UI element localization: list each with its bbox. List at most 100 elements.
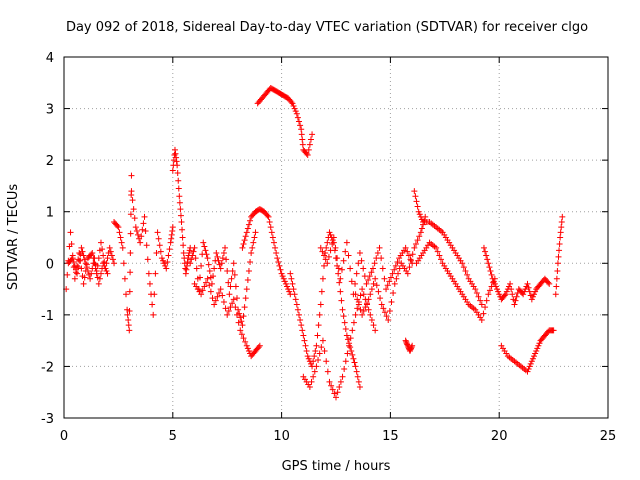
grid-lines xyxy=(64,57,608,418)
data-point-arc11 xyxy=(337,378,344,385)
data-point-arc5 xyxy=(184,258,191,265)
y-tick-label: -1 xyxy=(41,309,54,324)
data-point-arc7 xyxy=(217,286,224,293)
data-point-arc10 xyxy=(322,249,329,256)
data-point-arc17 xyxy=(513,293,520,300)
data-point-arc12 xyxy=(368,269,375,276)
data-point-arc4 xyxy=(150,311,157,318)
data-point-arc17 xyxy=(492,283,499,290)
data-point-arc8 xyxy=(281,278,288,285)
data-point-arc8 xyxy=(266,219,273,226)
data-point-arc6 xyxy=(215,257,222,264)
data-point-arc9 xyxy=(307,136,314,143)
data-point-arc3 xyxy=(126,327,133,334)
data-point-arc2 xyxy=(69,255,76,262)
data-point-arc17 xyxy=(529,293,536,300)
y-tick-label: 3 xyxy=(46,103,54,118)
data-point-arc12 xyxy=(371,260,378,267)
data-point-arc6 xyxy=(248,249,255,256)
data-point-arc4 xyxy=(168,235,175,242)
data-point-arc17 xyxy=(488,271,495,278)
data-point-arc10 xyxy=(302,342,309,349)
data-point-arc13 xyxy=(383,313,390,320)
data-point-arc5 xyxy=(177,212,184,219)
data-point-arc1 xyxy=(89,249,96,256)
data-point-arc5 xyxy=(169,167,176,174)
data-point-arc17 xyxy=(485,260,492,267)
data-point-arc8 xyxy=(272,244,279,251)
data-point-arc9 xyxy=(298,131,305,138)
data-point-arc19 xyxy=(556,247,563,254)
data-point-arc10 xyxy=(312,347,319,354)
data-point-arc6 xyxy=(232,283,239,290)
data-point-arc10 xyxy=(338,297,345,304)
data-point-arc3 xyxy=(127,211,134,218)
data-point-arc18 xyxy=(524,368,531,375)
data-point-arc3 xyxy=(116,229,123,236)
data-point-arc6 xyxy=(217,265,224,272)
data-point-arc2 xyxy=(93,268,100,275)
data-point-arc7 xyxy=(243,342,250,349)
data-point-arc11 xyxy=(365,306,372,313)
data-point-arc2 xyxy=(87,275,94,282)
data-point-arc10 xyxy=(314,332,321,339)
data-point-arc10 xyxy=(343,332,350,339)
data-point-arc9 xyxy=(306,141,313,148)
data-point-arc13 xyxy=(388,298,395,305)
data-point-arc6 xyxy=(208,280,215,287)
data-point-arc1 xyxy=(107,248,114,255)
data-point-arc11 xyxy=(334,389,341,396)
data-point-arc6 xyxy=(193,265,200,272)
data-point-arc17 xyxy=(524,280,531,287)
y-tick-label: 4 xyxy=(46,51,54,66)
data-point-arc3 xyxy=(125,322,132,329)
data-point-arc12 xyxy=(369,265,376,272)
data-point-arc11 xyxy=(316,350,323,357)
data-point-arc12 xyxy=(329,240,336,247)
data-point-arc1 xyxy=(67,229,74,236)
data-point-arc4 xyxy=(138,233,145,240)
data-point-arc10 xyxy=(347,344,354,351)
data-point-arc5 xyxy=(180,242,187,249)
data-point-arc5 xyxy=(176,193,183,200)
data-point-arc17 xyxy=(520,291,527,298)
data-point-arc7 xyxy=(216,289,223,296)
data-point-arc14 xyxy=(408,344,415,351)
data-point-arc3 xyxy=(119,244,126,251)
data-point-arc3 xyxy=(114,222,121,229)
data-point-arc13 xyxy=(354,296,361,303)
data-point-arc18 xyxy=(536,340,543,347)
data-point-arc7 xyxy=(209,295,216,302)
data-point-arc12 xyxy=(347,265,354,272)
data-point-arc12 xyxy=(317,244,324,251)
data-point-arc8 xyxy=(267,224,274,231)
y-tick-label: -2 xyxy=(41,360,54,375)
data-point-arc14 xyxy=(409,342,416,349)
data-point-arc10 xyxy=(349,351,356,358)
data-point-arc6 xyxy=(218,260,225,267)
data-point-arc6 xyxy=(251,234,258,241)
data-point-arc10 xyxy=(337,288,344,295)
x-tick-label: 0 xyxy=(60,429,68,444)
data-point-arc7 xyxy=(240,335,247,342)
data-point-arc13 xyxy=(378,301,385,308)
data-point-arc18 xyxy=(532,350,539,357)
data-point-arc6 xyxy=(206,268,213,275)
data-point-arc14 xyxy=(403,340,410,347)
data-point-arc4 xyxy=(169,224,176,231)
data-point-arc16 xyxy=(436,252,443,259)
data-point-arc6 xyxy=(247,258,254,265)
data-point-arc8 xyxy=(284,283,291,290)
data-point-arc11 xyxy=(357,292,364,299)
data-point-arc11 xyxy=(350,319,357,326)
data-point-arc11 xyxy=(333,394,339,401)
data-point-arc1 xyxy=(99,246,106,253)
data-point-arc11 xyxy=(319,337,326,344)
data-point-arc5 xyxy=(175,177,182,184)
data-point-arc17 xyxy=(496,291,503,298)
data-point-arc9 xyxy=(294,114,301,121)
data-point-arc8 xyxy=(264,212,271,219)
data-point-arc18 xyxy=(526,363,533,370)
data-point-arc8 xyxy=(282,280,289,287)
data-point-arc13 xyxy=(380,305,387,312)
